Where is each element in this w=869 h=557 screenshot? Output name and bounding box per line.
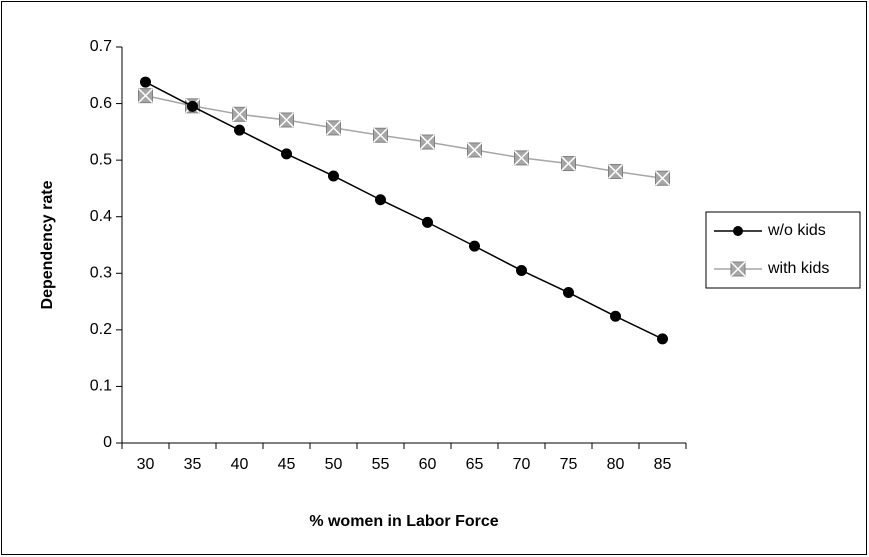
point [328, 170, 339, 182]
point [187, 100, 198, 112]
marker-cross [513, 150, 530, 166]
point [372, 127, 389, 143]
x-tick-label: 70 [513, 456, 531, 473]
x-tick-label: 30 [137, 456, 155, 473]
point [325, 120, 342, 136]
x-tick-label: 60 [419, 456, 437, 473]
y-tick-label: 0.7 [90, 38, 112, 55]
marker-cross [560, 156, 577, 172]
y-tick-label: 0.1 [90, 378, 112, 395]
legend-marker [733, 226, 743, 236]
x-tick-label: 75 [560, 456, 578, 473]
point [278, 112, 295, 128]
x-tick-label: 35 [184, 456, 202, 473]
y-tick-label: 0.2 [90, 321, 112, 338]
point [563, 287, 574, 299]
x-tick-label: 40 [231, 456, 249, 473]
point [422, 216, 433, 228]
point [231, 106, 248, 122]
marker-cross [372, 127, 389, 143]
x-tick-label: 65 [466, 456, 484, 473]
marker-cross [419, 134, 436, 150]
point [657, 333, 668, 345]
marker-cross [137, 88, 154, 104]
point [140, 76, 151, 88]
x-tick-label: 80 [607, 456, 625, 473]
x-tick-label: 45 [278, 456, 296, 473]
series-line [145, 94, 663, 179]
marker-cross [278, 112, 295, 128]
series-line [145, 81, 663, 340]
marker-cross [607, 163, 624, 179]
legend-label: with kids [767, 260, 829, 277]
legend-marker-cross [730, 261, 746, 277]
x-tick-label: 55 [372, 456, 390, 473]
point [516, 264, 527, 276]
point [560, 156, 577, 172]
y-tick-label: 0 [103, 434, 112, 451]
x-tick-label: 85 [654, 456, 672, 473]
point [419, 134, 436, 150]
point [137, 88, 154, 104]
point [654, 170, 671, 186]
x-axis-title: % women in Labor Force [309, 513, 498, 530]
point [610, 310, 621, 322]
legend-label: w/o kids [767, 222, 826, 239]
y-tick-label: 0.6 [90, 95, 112, 112]
marker-cross [231, 106, 248, 122]
point [469, 240, 480, 252]
marker-cross [325, 120, 342, 136]
y-tick-label: 0.3 [90, 265, 112, 282]
point [513, 150, 530, 166]
marker-cross [466, 142, 483, 158]
y-axis-title: Dependency rate [39, 180, 56, 309]
point [466, 142, 483, 158]
point [281, 148, 292, 160]
marker-cross [654, 170, 671, 186]
y-tick-label: 0.4 [90, 208, 112, 225]
x-tick-label: 50 [325, 456, 343, 473]
y-tick-label: 0.5 [90, 151, 112, 168]
point [375, 194, 386, 206]
point [607, 163, 624, 179]
point [234, 124, 245, 136]
